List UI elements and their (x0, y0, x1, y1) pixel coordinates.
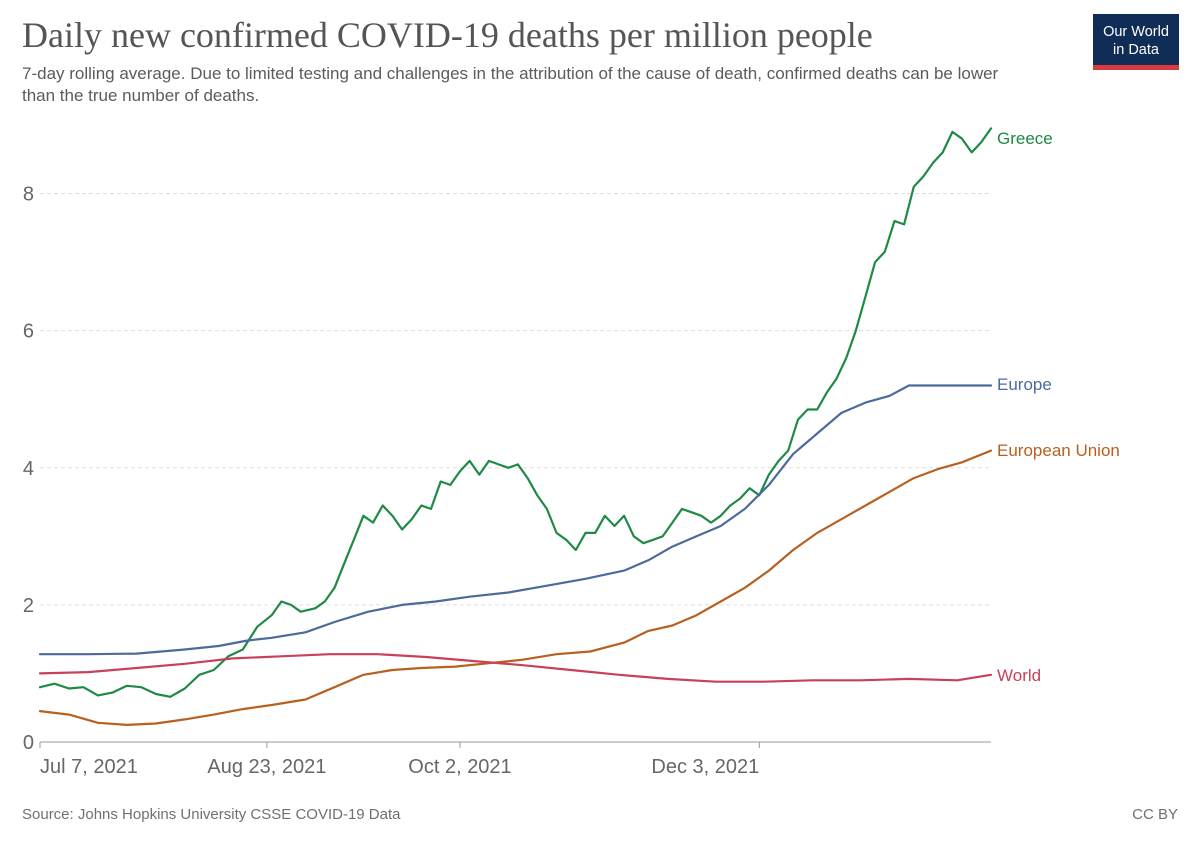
x-tick-label-1: Aug 23, 2021 (207, 756, 326, 778)
x-tick-label-2: Oct 2, 2021 (408, 756, 511, 778)
series-label-europe: Europe (997, 375, 1052, 394)
x-axis: Jul 7, 2021 Aug 23, 2021 Oct 2, 2021 Dec 3,… (39, 741, 991, 778)
logo-accent-bar (1093, 65, 1179, 70)
chart-title: Daily new confirmed COVID-19 deaths per … (22, 15, 873, 55)
license-link[interactable]: CC BY (1132, 806, 1178, 823)
series-line-world (38, 653, 993, 683)
x-tick-label-0: Jul 7, 2021 (40, 756, 138, 778)
owid-logo[interactable]: Our World in Data (1093, 14, 1179, 70)
y-tick-label-0: 0 (23, 732, 34, 754)
series-line-greece (38, 127, 993, 698)
x-tick-label-3: Dec 3, 2021 (651, 756, 759, 778)
y-tick-label-8: 8 (23, 184, 34, 206)
y-tick-label-4: 4 (23, 458, 34, 480)
series-line-europe (38, 384, 993, 656)
gridlines (40, 193, 991, 606)
series-line-european-union (38, 449, 993, 726)
y-axis-ticks: 0 2 4 6 8 (23, 184, 34, 754)
series-lines (38, 127, 993, 726)
y-tick-label-6: 6 (23, 321, 34, 343)
logo-line-2: in Data (1113, 42, 1159, 58)
y-tick-label-2: 2 (23, 595, 34, 617)
chart-subtitle: 7-day rolling average. Due to limited te… (22, 64, 999, 105)
series-labels: Greece Europe European Union World (997, 129, 1120, 685)
series-label-greece: Greece (997, 129, 1053, 148)
source-note[interactable]: Source: Johns Hopkins University CSSE CO… (22, 806, 401, 823)
logo-line-1: Our World (1103, 24, 1169, 40)
series-label-world: World (997, 666, 1041, 685)
series-label-european-union: European Union (997, 441, 1120, 460)
